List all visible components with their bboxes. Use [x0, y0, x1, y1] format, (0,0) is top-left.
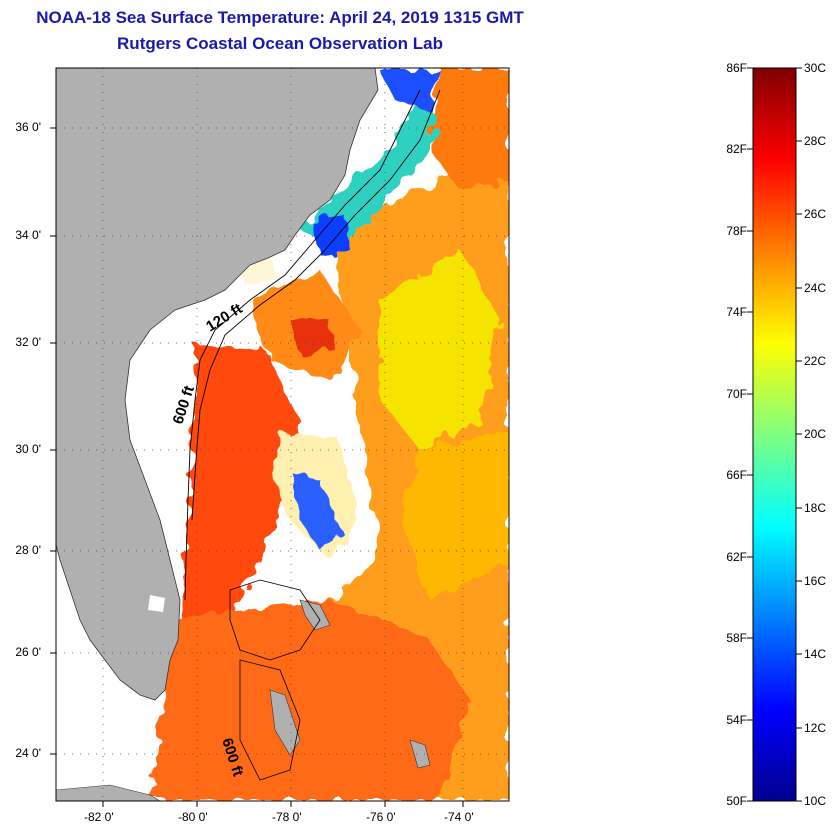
title-line-1: NOAA-18 Sea Surface Temperature: April 2… [36, 8, 524, 27]
lat-label-36: 36 0' [15, 120, 41, 134]
colorbar-c-30: 30C [804, 61, 827, 75]
lat-label-34: 34 0' [15, 228, 41, 242]
colorbar-f-50: 50F [726, 794, 747, 808]
colorbar-c-16: 16C [804, 574, 827, 588]
colorbar-f-86: 86F [726, 61, 747, 75]
lake-okeechobee [148, 595, 165, 612]
sst-cold-eddy [290, 470, 340, 550]
lon-label-78: -78 0' [272, 810, 302, 824]
colorbar-c-28: 28C [804, 134, 827, 148]
colorbar-c-24: 24C [804, 281, 827, 295]
sst-amber [400, 430, 509, 600]
contour-600ft [191, 89, 441, 521]
colorbar-f-70: 70F [726, 387, 747, 401]
colorbar-ticks [747, 67, 802, 802]
contour-bahamas [229, 579, 321, 781]
lon-label-82: -82 0' [84, 810, 114, 824]
lat-label-28: 28 0' [15, 543, 41, 557]
sst-orange-north [430, 68, 509, 190]
land-us-coast [56, 68, 379, 701]
colorbar-f-78: 78F [726, 224, 747, 238]
land-cuba [56, 784, 161, 801]
contour-120ft [184, 89, 421, 601]
sst-yellow-eddy [380, 250, 500, 450]
colorbar-f-66: 66F [726, 468, 747, 482]
colorbar-f-82: 82F [726, 142, 747, 156]
colorbar-f-54: 54F [726, 713, 747, 727]
lat-label-30: 30 0' [15, 442, 41, 456]
sst-red-patch [290, 320, 335, 355]
sst-cold-patch [310, 215, 350, 255]
lat-label-32: 32 0' [15, 335, 41, 349]
colorbar-c-18: 18C [804, 501, 827, 515]
colorbar-c-12: 12C [804, 721, 827, 735]
lon-label-80: -80 0' [178, 810, 208, 824]
colorbar-f-58: 58F [726, 631, 747, 645]
title-line-2: Rutgers Coastal Ocean Observation Lab [117, 34, 443, 53]
land-andros [269, 689, 301, 756]
land-abaco [299, 599, 331, 631]
colorbar-c-20: 20C [804, 427, 827, 441]
frame-ticks [50, 127, 464, 807]
colorbar-f-62: 62F [726, 550, 747, 564]
land-island [409, 739, 431, 769]
colorbar-c-22: 22C [804, 354, 827, 368]
sst-gulf-stream [180, 345, 300, 640]
colorbar-c-10: 10C [804, 794, 827, 808]
colorbar [752, 67, 797, 802]
sst-cool-shelf [300, 100, 440, 250]
colorbar-f-74: 74F [726, 305, 747, 319]
map-frame [55, 67, 510, 802]
sst-cold-north [380, 70, 440, 110]
lat-label-24: 24 0' [15, 746, 41, 760]
sst-bahamas-water [150, 600, 470, 800]
lon-label-74: -74 0' [444, 810, 474, 824]
lon-label-76: -76 0' [366, 810, 396, 824]
colorbar-c-14: 14C [804, 647, 827, 661]
lat-label-26: 26 0' [15, 645, 41, 659]
colorbar-c-26: 26C [804, 207, 827, 221]
